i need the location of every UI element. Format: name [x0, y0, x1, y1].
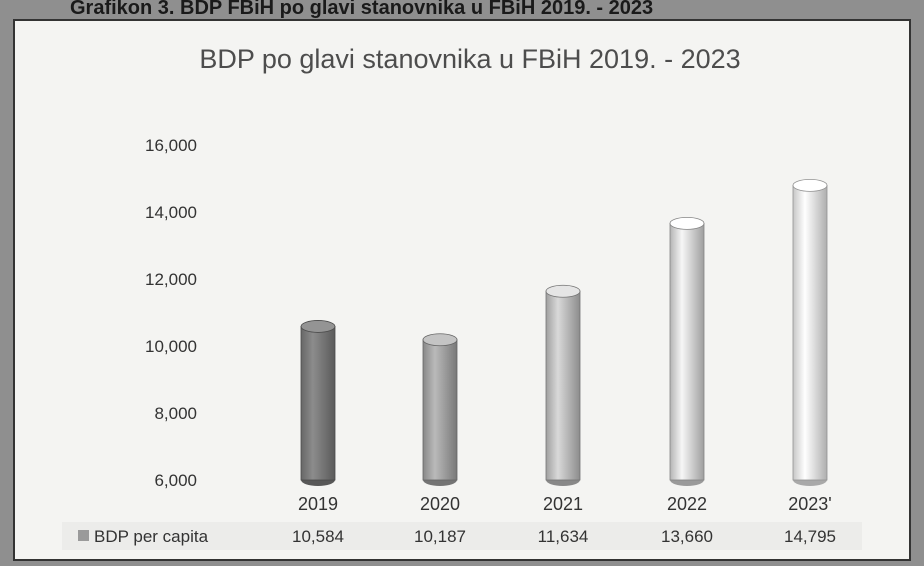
data-table-value: 10,584 — [292, 527, 344, 546]
y-axis: 6,000 8,000 10,000 12,000 14,000 16,000 — [145, 136, 197, 490]
x-tick-label: 2019 — [298, 494, 338, 514]
x-axis: 2019 2020 2021 2022 2023' — [298, 494, 832, 514]
bar — [669, 216, 705, 486]
figure-caption: Grafikon 3. BDP FBiH po glavi stanovnika… — [70, 0, 653, 19]
y-tick-label: 8,000 — [154, 404, 197, 423]
bar-top — [300, 320, 336, 333]
bar — [545, 284, 581, 486]
x-tick-label: 2023' — [788, 494, 831, 514]
data-table: BDP per capita 10,584 10,187 11,634 13,660 14… — [62, 522, 862, 550]
y-tick-label: 10,000 — [145, 337, 197, 356]
y-tick-label: 14,000 — [145, 203, 197, 222]
legend-swatch — [78, 530, 89, 541]
bar — [792, 178, 828, 486]
data-table-value: 14,795 — [784, 527, 836, 546]
bar-group — [300, 178, 828, 486]
bar-body — [792, 184, 828, 481]
y-tick-label: 12,000 — [145, 270, 197, 289]
data-table-value: 10,187 — [414, 527, 466, 546]
y-tick-label: 6,000 — [154, 471, 197, 490]
bar-top — [422, 333, 458, 347]
bar-top — [669, 216, 705, 230]
x-tick-label: 2021 — [543, 494, 583, 514]
bar — [300, 320, 336, 486]
bar-top — [545, 284, 581, 298]
bar-body — [422, 339, 458, 481]
y-tick-label: 16,000 — [145, 136, 197, 155]
bar-body — [545, 290, 581, 481]
bar-top — [792, 178, 828, 192]
bar-body — [300, 326, 336, 481]
data-table-value: 11,634 — [538, 527, 589, 546]
bar — [422, 333, 458, 486]
legend-series-name: BDP per capita — [94, 527, 209, 546]
data-table-row — [62, 522, 862, 550]
x-tick-label: 2022 — [667, 494, 707, 514]
x-tick-label: 2020 — [420, 494, 460, 514]
chart-area — [13, 19, 911, 561]
chart-title: BDP po glavi stanovnika u FBiH 2019. - 2… — [199, 44, 740, 74]
data-table-value: 13,660 — [661, 527, 713, 546]
bar-body — [669, 222, 705, 481]
